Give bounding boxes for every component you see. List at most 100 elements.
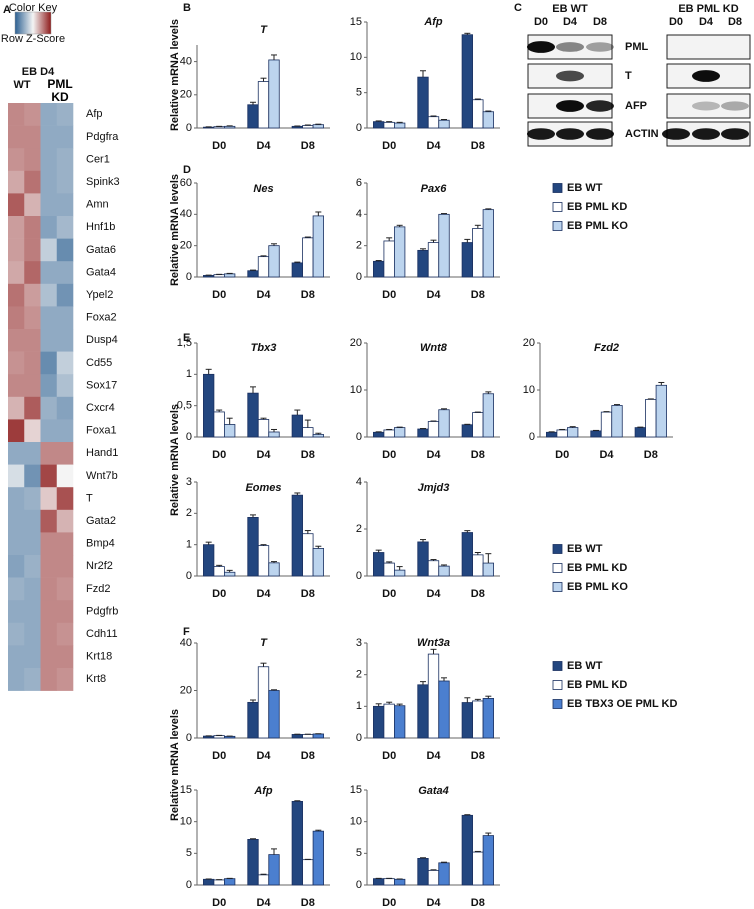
error-bar: [250, 386, 256, 394]
bar: [373, 552, 385, 577]
band: [556, 42, 584, 52]
bar: [472, 851, 484, 886]
bar: [213, 735, 225, 739]
row-label: Ypel2: [86, 289, 113, 301]
chart-title: Fzd2: [594, 342, 619, 354]
row-label: Gata2: [86, 515, 116, 527]
chart-title: Nes: [253, 183, 273, 195]
bar: [291, 414, 303, 438]
heatmap-cell: [8, 577, 25, 601]
bar: [567, 427, 579, 438]
heatmap-cell: [8, 487, 25, 511]
bar: [291, 125, 303, 129]
row-label: Cer1: [86, 153, 110, 165]
row-label: Bmp4: [86, 538, 115, 550]
y-tick-label: 0: [186, 570, 192, 582]
bar: [312, 548, 324, 577]
error-bar: [474, 224, 481, 229]
heatmap-cell: [56, 532, 74, 556]
error-bar: [315, 432, 322, 435]
heatmap-cell: [40, 170, 58, 194]
error-bar: [485, 695, 492, 699]
chart-title: Wnt3a: [417, 637, 450, 649]
y-tick-label: 0: [186, 732, 192, 744]
chart-title: T: [260, 24, 268, 36]
bar: [427, 560, 440, 577]
y-tick-label: 40: [180, 637, 192, 649]
heatmap-cell: [56, 668, 74, 691]
x-tick-label: D4: [256, 750, 271, 762]
bar: [482, 698, 494, 739]
y-tick-label: 4: [356, 208, 362, 220]
x-tick-label: D8: [301, 449, 315, 461]
bar: [611, 405, 623, 438]
x-tick-label: D0: [382, 449, 396, 461]
bar: [247, 270, 259, 278]
x-tick-label: D4: [426, 750, 441, 762]
row-label: T: [86, 492, 93, 504]
heatmap-cell: [24, 600, 41, 624]
bar: [373, 121, 385, 129]
x-tick-label: D4: [256, 897, 271, 909]
heatmap-cell: [8, 396, 25, 420]
heatmap-cell: [56, 216, 74, 239]
bar: [291, 262, 303, 278]
error-bar: [304, 236, 311, 238]
heatmap-cell: [56, 306, 74, 330]
bar: [438, 119, 450, 129]
bar: [257, 666, 270, 739]
legend-swatch: [552, 183, 563, 193]
bar: [291, 801, 303, 886]
legend-swatch: [552, 661, 563, 671]
y-tick-label: 3: [186, 476, 192, 488]
heatmap-cell: [24, 283, 41, 307]
error-bar: [260, 662, 267, 667]
error-bar: [485, 208, 492, 210]
heatmap-cell: [24, 622, 41, 646]
heatmap-cell: [56, 555, 74, 578]
error-bar: [430, 115, 437, 117]
heatmap-cell: [8, 103, 25, 126]
error-bar: [441, 564, 447, 567]
bar: [312, 124, 324, 129]
chart-title: Jmjd3: [418, 482, 450, 494]
heatmap-cell: [56, 442, 74, 465]
bar: [482, 111, 494, 129]
y-tick-label: 10: [523, 384, 535, 396]
error-bar: [474, 98, 481, 100]
bar: [417, 249, 429, 278]
bar: [257, 874, 270, 886]
heatmap-cell: [24, 577, 41, 601]
row-label: Fzd2: [86, 583, 110, 595]
error-bar: [250, 699, 256, 703]
heatmap-cell: [8, 555, 25, 578]
row-label: Afp: [86, 108, 103, 120]
bar: [417, 76, 429, 129]
band: [721, 101, 749, 111]
y-tick-label: 2: [356, 523, 362, 535]
bar: [312, 215, 324, 278]
heatmap-cell: [56, 261, 74, 285]
error-bar: [216, 564, 223, 567]
heatmap-cell: [56, 125, 74, 149]
y-tick-label: 2: [356, 240, 362, 252]
heatmap-cell: [56, 509, 74, 533]
heatmap-cell: [8, 193, 25, 217]
error-bar: [271, 561, 277, 563]
error-bar: [375, 260, 382, 262]
legend-label: EB PML KD: [567, 562, 627, 574]
bar: [438, 565, 450, 577]
heatmap-cell: [40, 374, 58, 398]
bar: [427, 421, 440, 438]
y-tick-label: 0: [529, 431, 535, 443]
heatmap-cell: [40, 261, 58, 285]
chart-title: T: [260, 637, 268, 649]
x-tick-label: D8: [301, 588, 315, 600]
error-bar: [396, 121, 403, 124]
y-tick-label: 0: [186, 122, 192, 134]
error-bar: [271, 54, 277, 60]
y-tick-label: 15: [180, 784, 192, 796]
chart-title: Afp: [423, 16, 443, 28]
bar: [472, 99, 484, 129]
y-tick-label: 1: [186, 539, 192, 551]
